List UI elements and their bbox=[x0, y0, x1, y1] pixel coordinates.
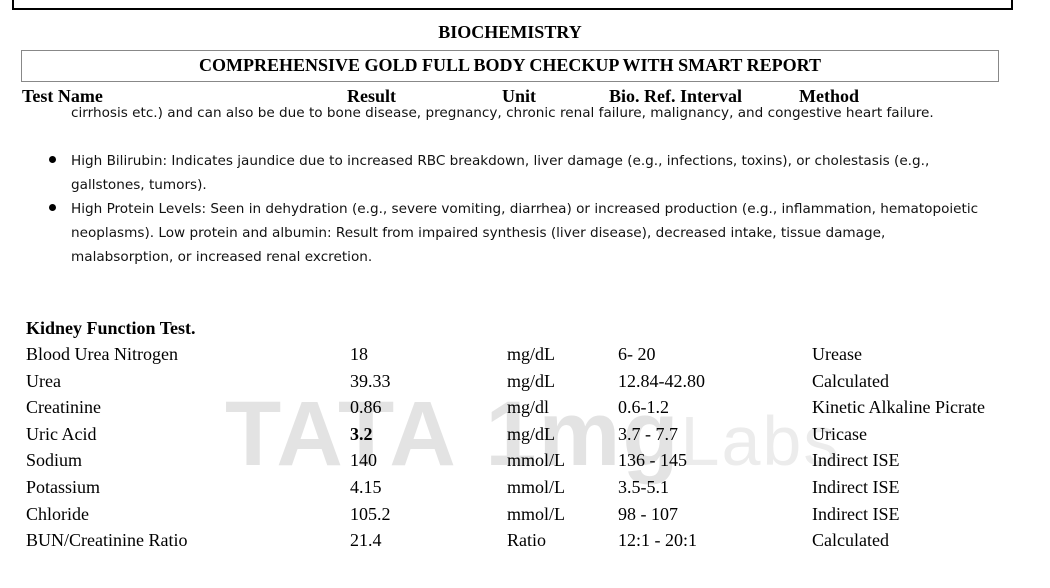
result: 21.4 bbox=[350, 530, 382, 551]
result: 3.2 bbox=[350, 423, 373, 444]
result: 0.86 bbox=[350, 397, 382, 418]
note-bullet: High Protein Levels: Seen in dehydration… bbox=[71, 201, 979, 266]
test-name: Creatinine bbox=[26, 397, 101, 418]
method: Kinetic Alkaline Picrate bbox=[812, 397, 985, 418]
reference-interval: 0.6-1.2 bbox=[618, 397, 669, 418]
method: Indirect ISE bbox=[812, 503, 900, 524]
method: Calculated bbox=[812, 370, 889, 391]
method: Uricase bbox=[812, 423, 867, 444]
column-header: Bio. Ref. Interval bbox=[609, 86, 742, 106]
column-header: Result bbox=[347, 86, 396, 106]
reference-interval: 3.5-5.1 bbox=[618, 477, 669, 497]
note-bullet: High Bilirubin: Indicates jaundice due t… bbox=[71, 153, 930, 194]
unit: Ratio bbox=[507, 530, 546, 551]
result: 18 bbox=[350, 344, 368, 364]
package-box bbox=[21, 50, 999, 82]
reference-interval: 136 - 145 bbox=[618, 450, 687, 471]
unit: mmol/L bbox=[507, 477, 565, 497]
watermark: TATA 1mgLabs bbox=[225, 382, 840, 487]
previous-box bbox=[12, 0, 1013, 10]
unit: mg/dL bbox=[507, 423, 555, 444]
watermark-brand: TATA bbox=[225, 383, 458, 485]
test-name: BUN/Creatinine Ratio bbox=[26, 530, 188, 551]
result: 105.2 bbox=[350, 503, 391, 524]
unit: mg/dL bbox=[507, 344, 555, 364]
method: Indirect ISE bbox=[812, 450, 900, 471]
unit: mg/dL bbox=[507, 370, 555, 391]
column-header: Unit bbox=[502, 86, 537, 106]
table-title: Kidney Function Test. bbox=[26, 318, 196, 338]
column-header: Method bbox=[799, 86, 859, 106]
method: Indirect ISE bbox=[812, 477, 900, 497]
reference-interval: 12.84-42.80 bbox=[618, 370, 705, 391]
unit: mmol/L bbox=[507, 450, 565, 471]
method: Calculated bbox=[812, 530, 889, 551]
result: 4.15 bbox=[350, 477, 382, 497]
test-name: Chloride bbox=[26, 503, 89, 524]
reference-interval: 6- 20 bbox=[618, 344, 656, 364]
bullet bbox=[49, 204, 56, 211]
test-name: Potassium bbox=[26, 477, 101, 497]
result: 39.33 bbox=[350, 370, 391, 391]
unit: mmol/L bbox=[507, 503, 565, 524]
package-title: COMPREHENSIVE GOLD FULL BODY CHECKUP WIT… bbox=[199, 55, 821, 75]
reference-interval: 12:1 - 20:1 bbox=[618, 530, 697, 551]
method: Urease bbox=[812, 344, 862, 364]
test-name: Uric Acid bbox=[26, 423, 97, 444]
watermark-suffix: Labs bbox=[680, 402, 841, 480]
section-title: BIOCHEMISTRY bbox=[438, 22, 582, 42]
watermark-mark: 1mg bbox=[485, 383, 681, 485]
unit: mg/dl bbox=[507, 397, 550, 418]
column-header: Test Name bbox=[22, 86, 103, 106]
reference-interval: 3.7 - 7.7 bbox=[618, 423, 678, 444]
result: 140 bbox=[350, 450, 377, 471]
test-name: Blood Urea Nitrogen bbox=[26, 344, 178, 364]
reference-interval: 98 - 107 bbox=[618, 503, 678, 524]
test-name: Urea bbox=[26, 370, 61, 391]
note-continuation: cirrhosis etc.) and can also be due to b… bbox=[71, 105, 934, 121]
test-name: Sodium bbox=[26, 450, 83, 471]
bullet bbox=[49, 156, 56, 163]
